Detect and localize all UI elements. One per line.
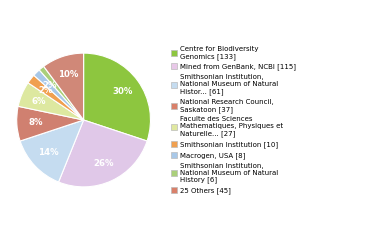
- Wedge shape: [20, 120, 84, 182]
- Wedge shape: [18, 83, 84, 120]
- Wedge shape: [44, 53, 84, 120]
- Wedge shape: [84, 53, 150, 141]
- Text: 2%: 2%: [38, 86, 53, 95]
- Text: 26%: 26%: [93, 159, 114, 168]
- Text: 10%: 10%: [58, 70, 79, 79]
- Text: 8%: 8%: [28, 118, 43, 127]
- Text: 14%: 14%: [38, 149, 59, 157]
- Wedge shape: [34, 70, 84, 120]
- Legend: Centre for Biodiversity
Genomics [133], Mined from GenBank, NCBI [115], Smithson: Centre for Biodiversity Genomics [133], …: [171, 46, 296, 194]
- Text: 6%: 6%: [32, 97, 46, 106]
- Wedge shape: [28, 75, 84, 120]
- Wedge shape: [59, 120, 147, 187]
- Wedge shape: [39, 66, 84, 120]
- Text: 30%: 30%: [112, 87, 133, 96]
- Text: 2%: 2%: [43, 81, 57, 90]
- Wedge shape: [17, 106, 84, 141]
